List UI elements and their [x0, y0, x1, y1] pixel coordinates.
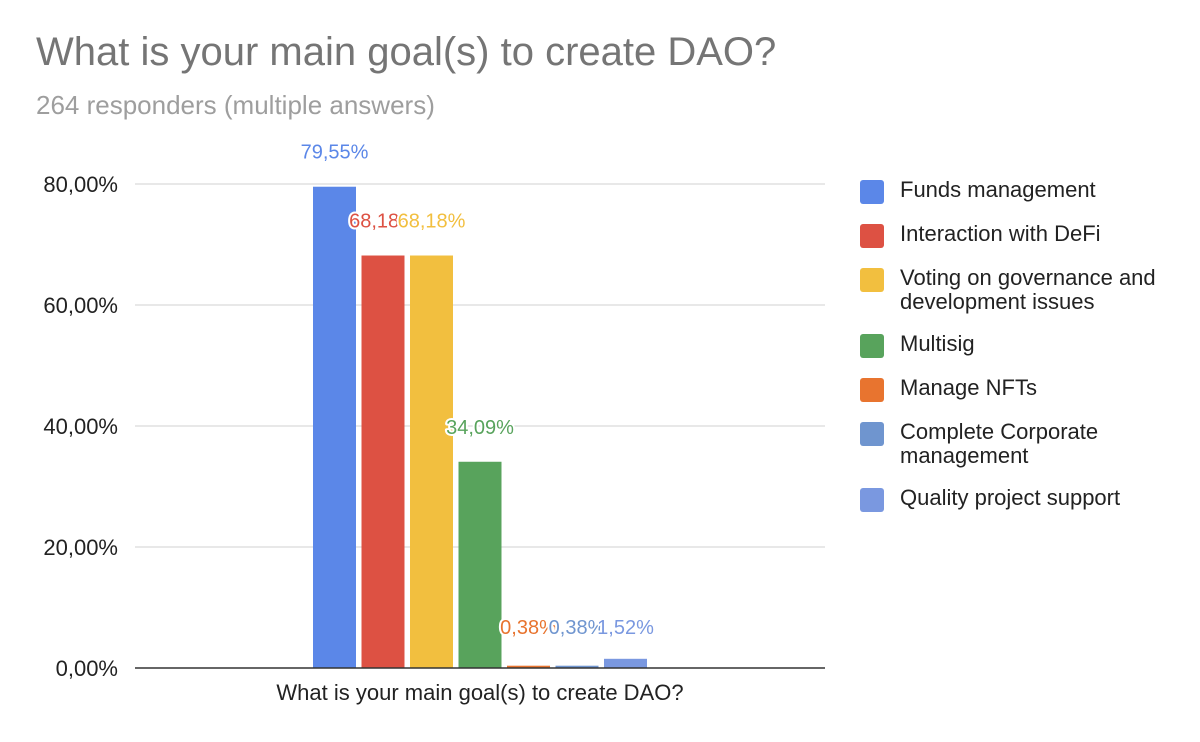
legend-label: Funds management [900, 177, 1096, 202]
legend-item: Funds management [860, 178, 1190, 204]
x-category-label: What is your main goal(s) to create DAO? [276, 680, 683, 705]
data-label: 1,52% [597, 617, 654, 639]
data-label: 79,55% [301, 142, 369, 164]
legend-swatch [860, 488, 884, 512]
legend-swatch [860, 180, 884, 204]
bar [410, 255, 453, 669]
legend-swatch [860, 378, 884, 402]
legend-swatch [860, 422, 884, 446]
data-label: 34,09% [446, 417, 514, 439]
legend-swatch [860, 334, 884, 358]
bar [458, 461, 502, 668]
data-label: 0,38% [549, 617, 606, 639]
legend-swatch [860, 268, 884, 292]
legend-label: Manage NFTs [900, 375, 1037, 400]
legend-item: Voting on governance and development iss… [860, 266, 1190, 314]
bar [313, 186, 356, 668]
legend-label: Multisig [900, 331, 975, 356]
legend-item: Multisig [860, 332, 1190, 358]
legend-item: Manage NFTs [860, 376, 1190, 402]
legend-label: Voting on governance and development iss… [900, 265, 1156, 314]
bar [604, 658, 647, 668]
legend-label: Quality project support [900, 485, 1121, 510]
legend-item: Interaction with DeFi [860, 222, 1190, 248]
data-label: 0,38% [500, 617, 557, 639]
chart-subtitle: 264 responders (multiple answers) [36, 90, 435, 120]
legend-swatch [860, 224, 884, 248]
bars [313, 186, 647, 669]
bar [361, 255, 405, 669]
chart-title: What is your main goal(s) to create DAO? [36, 30, 777, 74]
data-label: 68,18% [398, 211, 466, 233]
y-tick-label: 40,00% [43, 414, 118, 439]
bar [555, 665, 599, 668]
legend-item: Quality project support [860, 486, 1190, 512]
y-tick-label: 0,00% [56, 656, 118, 681]
y-tick-label: 60,00% [43, 293, 118, 318]
y-axis-ticks: 0,00% 20,00% 40,00% 60,00% 80,00% [43, 172, 118, 681]
y-tick-label: 20,00% [43, 535, 118, 560]
legend-item: Complete Corporate management [860, 420, 1190, 468]
y-tick-label: 80,00% [43, 172, 118, 197]
legend-label: Complete Corporate management [900, 419, 1099, 468]
legend: Funds management Interaction with DeFi Vot… [860, 178, 1190, 530]
data-label: 68,18% [349, 211, 417, 233]
bar [507, 665, 550, 668]
data-labels: 79,55%68,18%68,18%34,09%0,38%0,38%1,52% [299, 140, 656, 641]
legend-label: Interaction with DeFi [900, 221, 1101, 246]
